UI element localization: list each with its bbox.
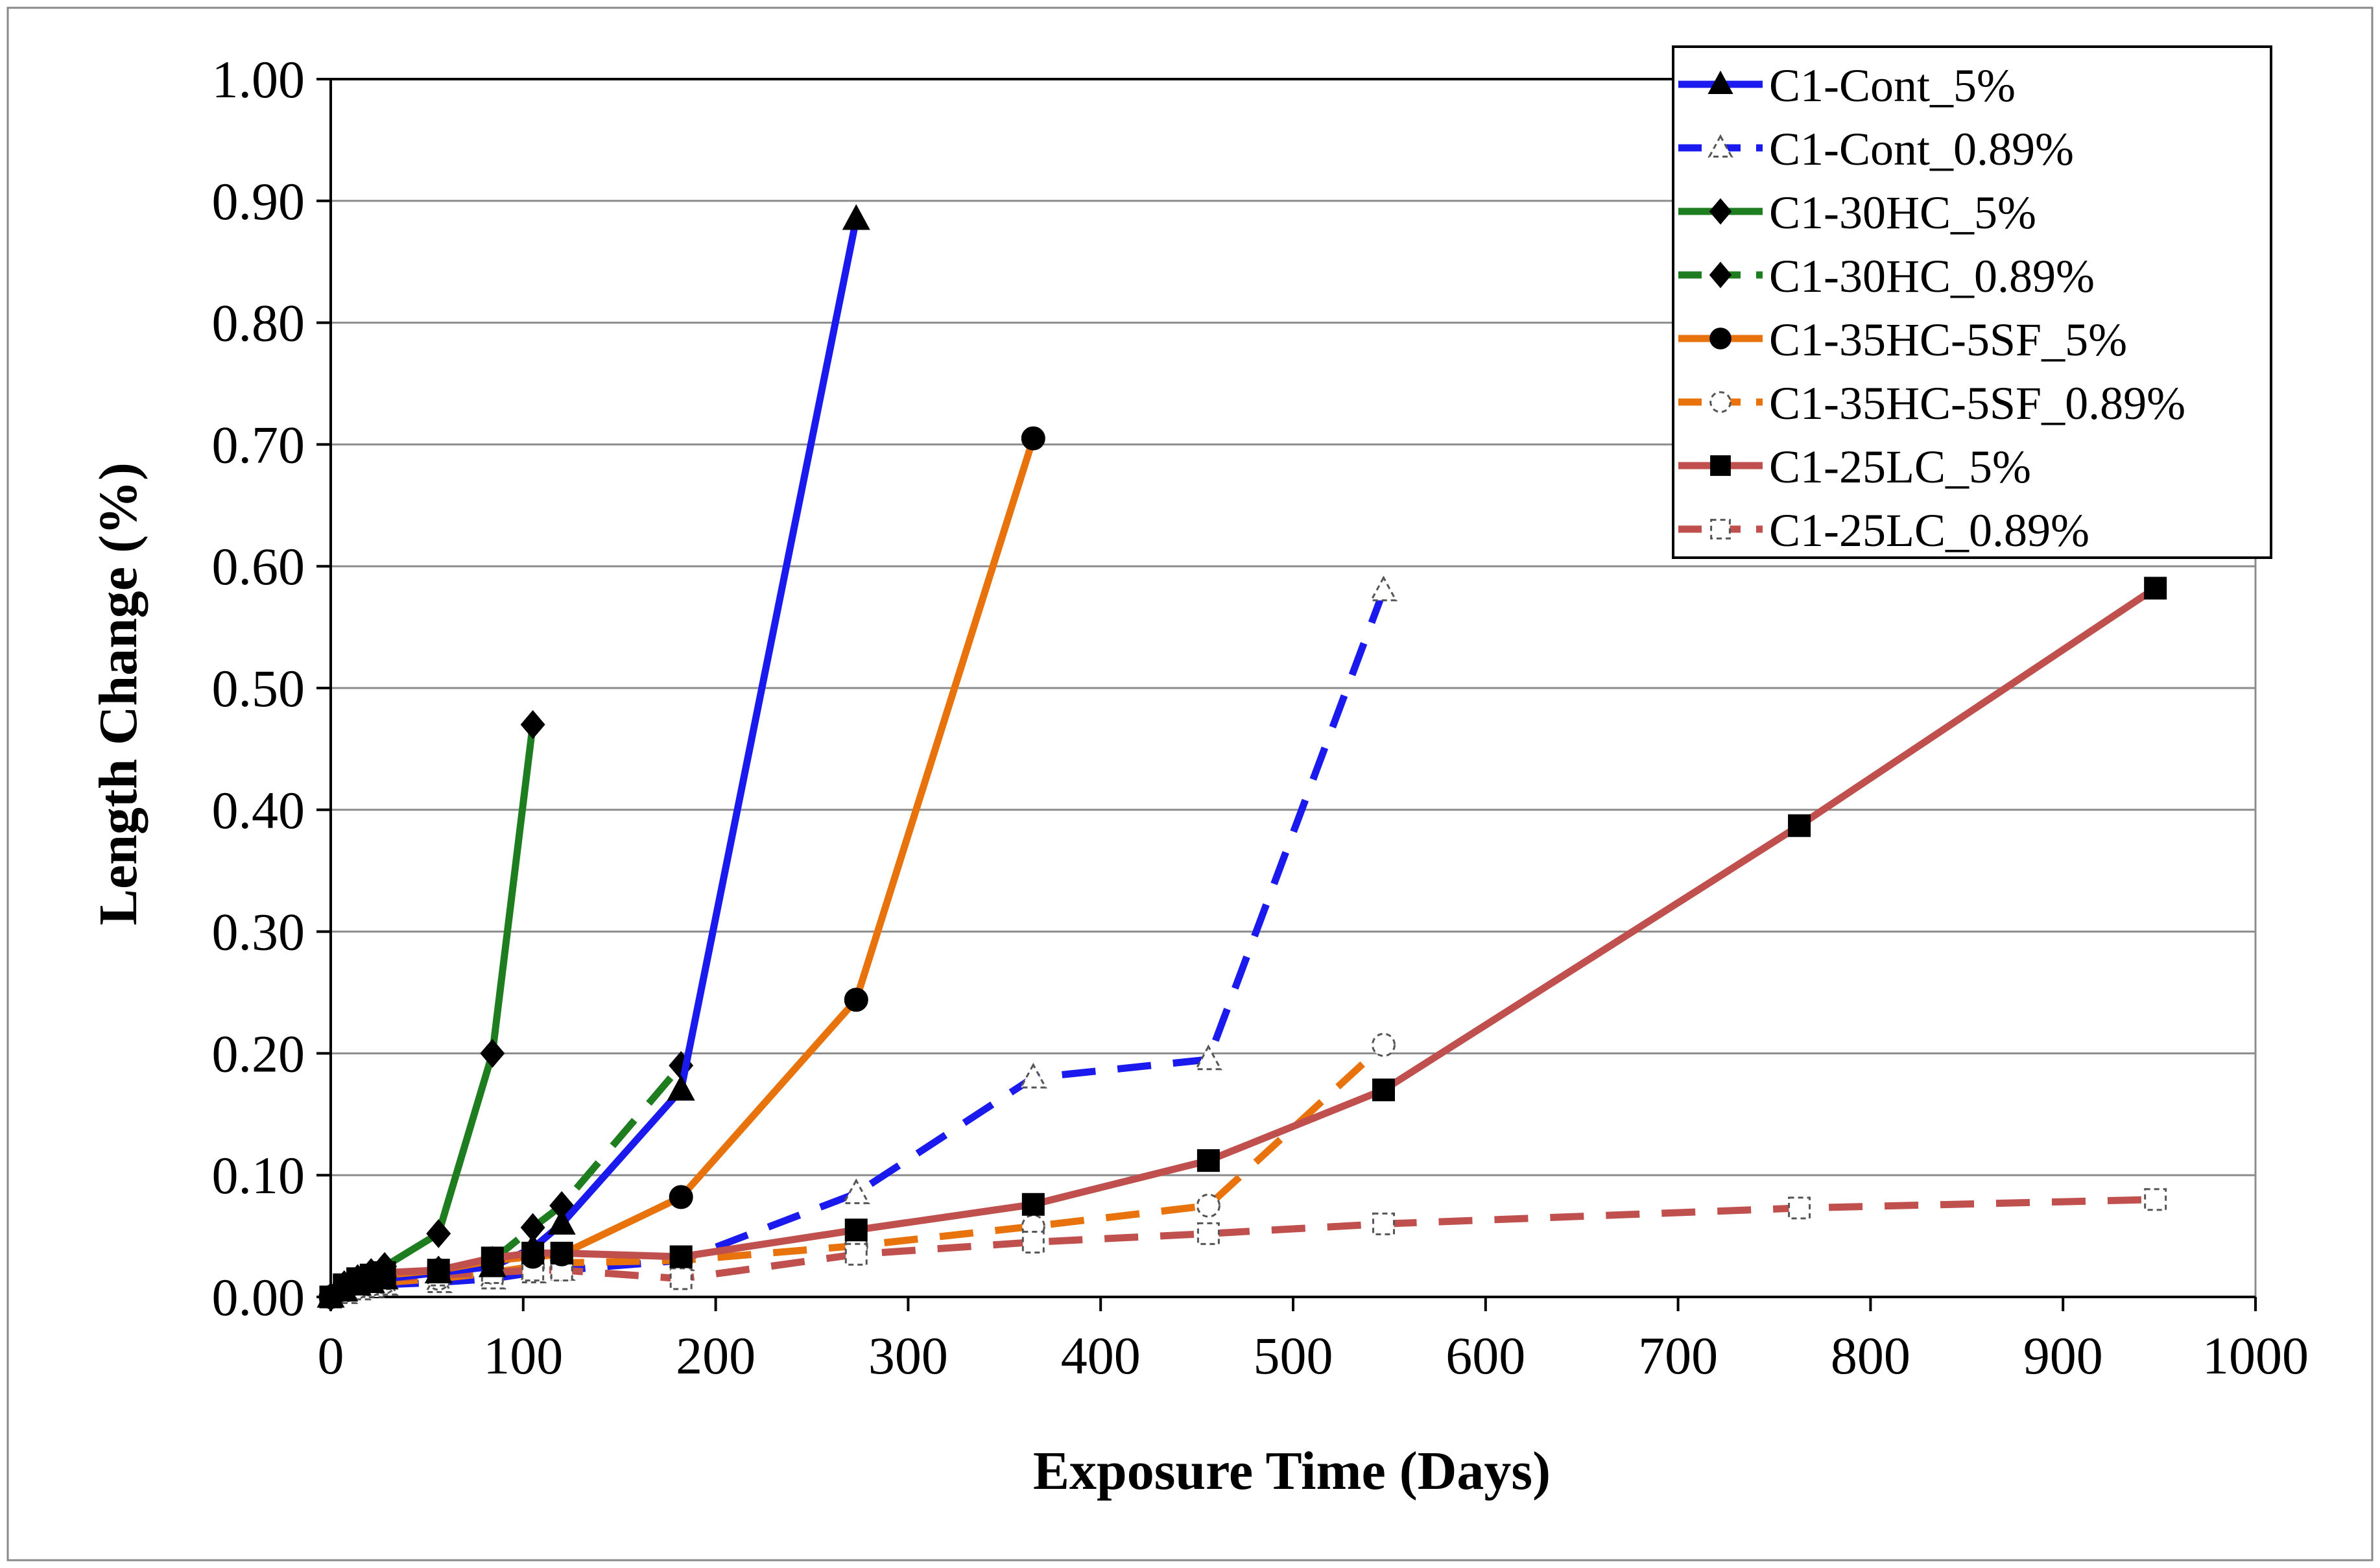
data-point bbox=[1372, 1212, 1395, 1235]
data-point bbox=[427, 1259, 450, 1282]
x-axis-title: Exposure Time (Days) bbox=[1033, 1441, 1551, 1501]
y-tick-label: 0.10 bbox=[212, 1146, 305, 1205]
legend-entry: C1-Cont_5% bbox=[1678, 60, 2016, 112]
legend-label: C1-30HC_0.89% bbox=[1769, 250, 2095, 302]
legend-entry: C1-Cont_0.89% bbox=[1678, 123, 2074, 175]
series-C1-25LC_5% bbox=[319, 576, 2167, 1309]
legend-label: C1-Cont_0.89% bbox=[1769, 123, 2074, 175]
data-point bbox=[669, 1185, 693, 1209]
data-point bbox=[1372, 1078, 1395, 1102]
y-tick-label: 0.30 bbox=[212, 903, 305, 962]
data-point bbox=[842, 204, 870, 230]
data-point bbox=[1021, 1193, 1045, 1216]
x-tick-labels: 0 100 200 300 400 500 600 700 800 900 1000 bbox=[318, 1326, 2309, 1385]
y-tick-label: 0.90 bbox=[212, 172, 305, 231]
data-point bbox=[550, 1241, 573, 1265]
legend: C1-Cont_5% C1-Cont_0.89% C1-30HC_5% C1-30HC… bbox=[1672, 45, 2272, 559]
x-tick-label: 1000 bbox=[2202, 1326, 2309, 1385]
series-layer bbox=[316, 204, 2167, 1312]
data-point bbox=[1369, 575, 1398, 602]
legend-marker bbox=[1709, 327, 1731, 350]
data-point bbox=[1196, 1149, 1220, 1172]
y-tick-labels: 0.00 0.10 0.20 0.30 0.40 0.50 0.60 0.70 0.80 0.90… bbox=[212, 50, 305, 1327]
data-point bbox=[844, 988, 868, 1012]
data-point bbox=[1788, 1196, 1811, 1220]
data-point bbox=[373, 1261, 396, 1284]
legend-entry: C1-25LC_5% bbox=[1678, 441, 2031, 493]
x-tick-label: 100 bbox=[483, 1326, 563, 1385]
data-point bbox=[2144, 1188, 2167, 1211]
legend-marker bbox=[1709, 198, 1732, 225]
data-point bbox=[669, 1245, 693, 1268]
x-tick-label: 0 bbox=[318, 1326, 344, 1385]
legend-label: C1-25LC_0.89% bbox=[1769, 505, 2089, 556]
y-tick-label: 0.00 bbox=[212, 1268, 305, 1327]
legend-marker bbox=[1708, 134, 1733, 158]
x-tick-label: 900 bbox=[2023, 1326, 2103, 1385]
y-tick-label: 0.60 bbox=[212, 537, 305, 596]
x-tick-label: 300 bbox=[868, 1326, 948, 1385]
data-point bbox=[1194, 1044, 1222, 1071]
legend-entry: C1-30HC_5% bbox=[1678, 187, 2036, 239]
x-tick-label: 400 bbox=[1061, 1326, 1141, 1385]
y-tick-label: 0.40 bbox=[212, 781, 305, 840]
legend-marker bbox=[1709, 261, 1732, 289]
data-point bbox=[1788, 814, 1811, 837]
legend-marker bbox=[1710, 519, 1731, 540]
data-point bbox=[547, 1209, 576, 1235]
legend-label: C1-Cont_5% bbox=[1769, 60, 2016, 112]
data-point bbox=[1196, 1193, 1220, 1218]
data-point bbox=[1021, 426, 1045, 451]
data-point bbox=[1021, 1230, 1045, 1253]
x-tick-label: 500 bbox=[1254, 1326, 1333, 1385]
x-tick-label: 800 bbox=[1831, 1326, 1910, 1385]
x-tick-label: 200 bbox=[676, 1326, 756, 1385]
data-point bbox=[426, 1219, 451, 1248]
x-tick-label: 700 bbox=[1638, 1326, 1718, 1385]
x-tick-label: 600 bbox=[1446, 1326, 1525, 1385]
series-line bbox=[328, 1196, 2156, 1300]
legend-entry: C1-25LC_0.89% bbox=[1678, 505, 2089, 556]
legend-entry: C1-35HC-5SF_0.89% bbox=[1678, 377, 2185, 429]
y-axis-title: Length Change (%) bbox=[88, 462, 149, 925]
y-tick-label: 0.80 bbox=[212, 294, 305, 353]
legend-box bbox=[1672, 45, 2272, 559]
y-tick-label: 1.00 bbox=[212, 50, 305, 109]
data-point bbox=[1019, 1062, 1047, 1089]
y-tick-label: 0.20 bbox=[212, 1024, 305, 1083]
legend-entry: C1-35HC-5SF_5% bbox=[1678, 314, 2127, 366]
legend-entry: C1-30HC_0.89% bbox=[1678, 250, 2095, 302]
data-point bbox=[844, 1218, 868, 1242]
data-point bbox=[520, 710, 545, 739]
data-point bbox=[669, 1267, 693, 1290]
legend-label: C1-35HC-5SF_0.89% bbox=[1769, 377, 2185, 429]
data-point bbox=[480, 1039, 505, 1068]
data-point bbox=[844, 1242, 868, 1266]
data-point bbox=[667, 1075, 695, 1101]
legend-marker bbox=[1710, 455, 1731, 476]
data-point bbox=[481, 1246, 504, 1270]
legend-label: C1-35HC-5SF_5% bbox=[1769, 314, 2127, 366]
legend-label: C1-30HC_5% bbox=[1769, 187, 2036, 239]
y-tick-label: 0.70 bbox=[212, 415, 305, 474]
legend-marker bbox=[1708, 70, 1733, 94]
y-tick-label: 0.50 bbox=[212, 659, 305, 718]
legend-label: C1-25LC_5% bbox=[1769, 441, 2031, 493]
data-point bbox=[521, 1241, 545, 1265]
data-point bbox=[842, 1178, 870, 1204]
data-point bbox=[1371, 1032, 1396, 1057]
data-point bbox=[2144, 576, 2167, 600]
data-point bbox=[1196, 1222, 1220, 1245]
legend-marker bbox=[1709, 391, 1731, 413]
